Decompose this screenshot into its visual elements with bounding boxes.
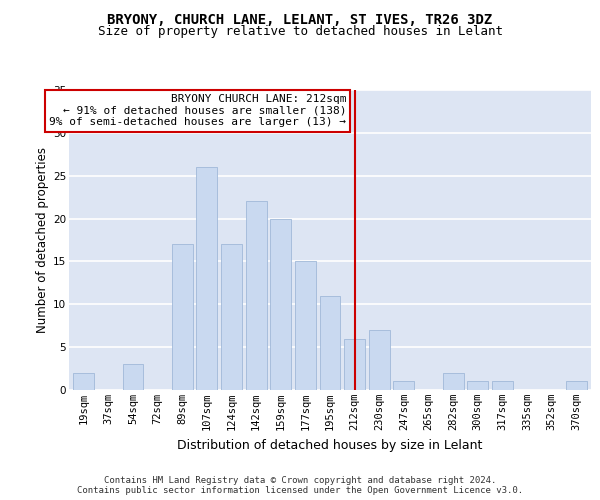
Bar [443,373,464,390]
Bar [394,382,415,390]
Text: Size of property relative to detached houses in Lelant: Size of property relative to detached ho… [97,25,503,38]
Bar [196,167,217,390]
Bar [320,296,340,390]
Bar [492,382,513,390]
Bar [295,262,316,390]
Text: Contains public sector information licensed under the Open Government Licence v3: Contains public sector information licen… [77,486,523,495]
X-axis label: Distribution of detached houses by size in Lelant: Distribution of detached houses by size … [178,438,482,452]
Bar [73,373,94,390]
Bar [172,244,193,390]
Bar [344,338,365,390]
Bar [566,382,587,390]
Text: BRYONY, CHURCH LANE, LELANT, ST IVES, TR26 3DZ: BRYONY, CHURCH LANE, LELANT, ST IVES, TR… [107,12,493,26]
Y-axis label: Number of detached properties: Number of detached properties [36,147,49,333]
Bar [245,202,266,390]
Bar [270,218,291,390]
Bar [122,364,143,390]
Bar [467,382,488,390]
Text: BRYONY CHURCH LANE: 212sqm
← 91% of detached houses are smaller (138)
9% of semi: BRYONY CHURCH LANE: 212sqm ← 91% of deta… [49,94,346,128]
Text: Contains HM Land Registry data © Crown copyright and database right 2024.: Contains HM Land Registry data © Crown c… [104,476,496,485]
Bar [369,330,390,390]
Bar [221,244,242,390]
